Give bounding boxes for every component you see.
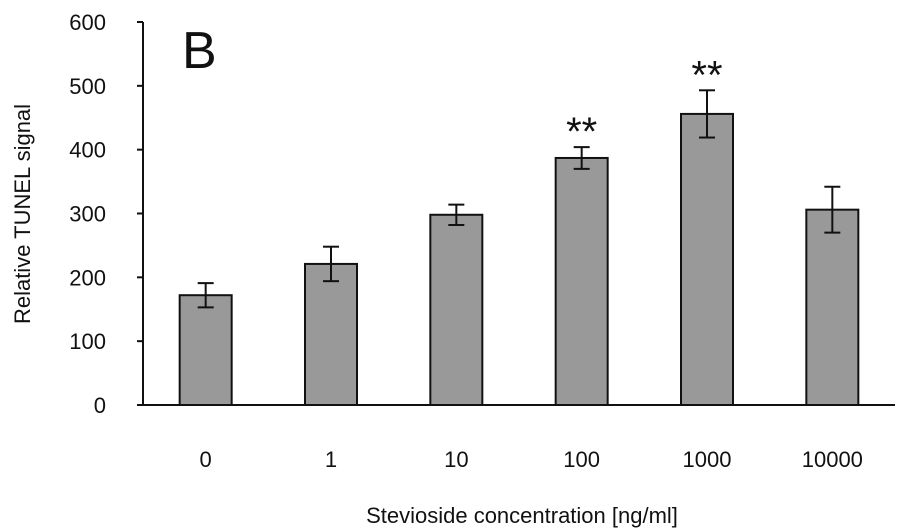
y-tick-label: 500 [69,74,106,99]
y-tick-label: 100 [69,329,106,354]
x-tick-label: 100 [563,447,600,472]
bar [304,262,358,407]
bar [429,213,484,406]
significance-markers: ** ** [566,53,722,154]
y-axis-ticks: 0 100 200 300 400 500 600 [69,10,143,418]
error-bar [699,89,715,139]
significance-marker: ** [691,53,722,97]
error-bar [824,185,841,234]
panel-label: B [182,22,217,80]
y-tick-label: 300 [69,202,106,227]
x-tick-label: 1000 [683,447,732,472]
x-axis-title: Stevioside concentration [ng/ml] [366,503,678,528]
bar [680,112,734,406]
error-bar [448,203,465,226]
y-tick-label: 600 [69,10,106,35]
significance-marker: ** [566,110,597,154]
bar [178,294,233,406]
error-bar [197,282,214,309]
error-bar [323,245,339,283]
x-tick-label: 10000 [802,447,863,472]
y-tick-label: 0 [94,393,106,418]
bar [554,156,609,406]
x-tick-label: 1 [325,447,337,472]
y-axis-title: Relative TUNEL signal [10,104,35,324]
error-bars [197,89,841,309]
y-tick-label: 200 [69,265,106,290]
y-tick-label: 400 [69,138,106,163]
bars [178,112,860,407]
x-tick-label: 10 [444,447,468,472]
error-bar [573,146,590,170]
x-tick-label: 0 [200,447,212,472]
bar [805,208,860,406]
x-axis-tick-labels: 0 1 10 100 1000 10000 [200,447,863,472]
